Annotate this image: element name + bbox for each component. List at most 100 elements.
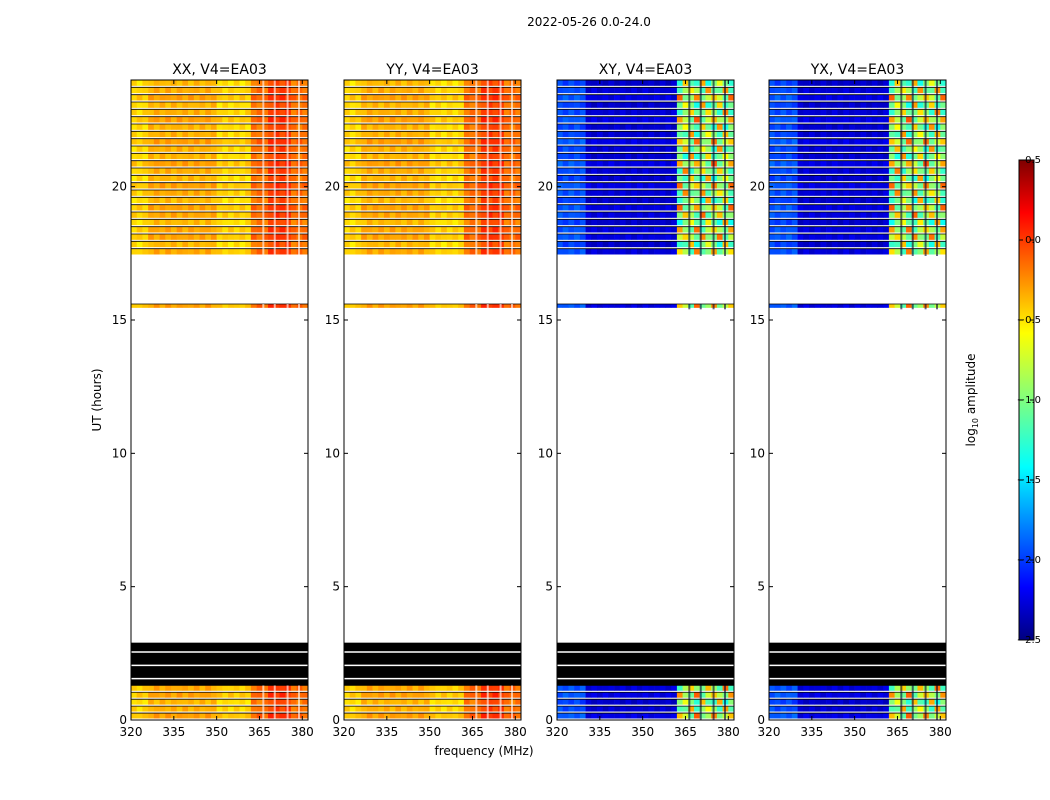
heatmap-cell	[344, 241, 351, 248]
heatmap-cell	[233, 138, 240, 145]
heatmap-cell	[435, 124, 442, 130]
heatmap-cell	[199, 219, 206, 226]
heatmap-cell	[378, 131, 385, 138]
heatmap-cell	[412, 138, 419, 145]
heatmap-cell	[820, 706, 827, 712]
heatmap-cell	[774, 234, 781, 240]
heatmap-cell	[256, 160, 263, 167]
heatmap-cell	[826, 146, 833, 152]
heatmap-cell	[699, 102, 706, 108]
heatmap-cell	[596, 234, 603, 240]
heatmap-cell	[131, 138, 138, 145]
heatmap-cell	[860, 713, 867, 719]
heatmap-cell	[515, 241, 522, 248]
heatmap-cell	[245, 241, 252, 248]
heatmap-cell	[877, 138, 884, 145]
heatmap-cell	[279, 131, 286, 138]
heatmap-cell	[245, 138, 252, 145]
heatmap-cell	[883, 131, 890, 138]
heatmap-cell	[361, 304, 368, 308]
heatmap-cell	[216, 190, 223, 196]
heatmap-cell	[911, 182, 918, 189]
heatmap-cell	[826, 234, 833, 240]
heatmap-cell	[441, 160, 448, 167]
heatmap-cell	[302, 124, 309, 130]
heatmap-cell	[435, 685, 442, 691]
heatmap-cell	[774, 241, 781, 248]
heatmap-cell	[837, 131, 844, 138]
heatmap-cell	[654, 699, 661, 705]
heatmap-cell	[366, 116, 373, 123]
heatmap-cell	[165, 124, 172, 130]
heatmap-cell	[585, 175, 592, 182]
heatmap-cell	[866, 248, 873, 255]
heatmap-cell	[688, 175, 695, 182]
heatmap-cell	[446, 190, 453, 196]
heatmap-cell	[302, 241, 309, 248]
heatmap-cell	[619, 94, 626, 101]
heatmap-cell	[401, 168, 408, 174]
heatmap-cell	[268, 168, 275, 174]
heatmap-cell	[837, 197, 844, 204]
heatmap-cell	[153, 706, 160, 712]
heatmap-cell	[355, 190, 362, 196]
heatmap-cell	[423, 87, 430, 94]
heatmap-cell	[383, 175, 390, 182]
heatmap-cell	[774, 124, 781, 130]
heatmap-cell	[705, 713, 712, 719]
heatmap-cell	[239, 234, 246, 240]
heatmap-cell	[877, 175, 884, 182]
heatmap-cell	[688, 138, 695, 145]
heatmap-cell	[273, 175, 280, 182]
heatmap-cell	[216, 131, 223, 138]
heatmap-cell	[774, 182, 781, 189]
heatmap-cell	[894, 109, 901, 116]
heatmap-cell	[366, 699, 373, 705]
heatmap-cell	[216, 87, 223, 94]
heatmap-cell	[591, 146, 598, 152]
heatmap-cell	[412, 212, 419, 218]
heatmap-cell	[222, 219, 229, 226]
heatmap-cell	[389, 124, 396, 130]
heatmap-cell	[349, 713, 356, 719]
heatmap-cell	[860, 175, 867, 182]
heatmap-cell	[349, 226, 356, 233]
heatmap-cell	[682, 87, 689, 94]
heatmap-cell	[481, 190, 488, 196]
heatmap-cell	[383, 204, 390, 211]
heatmap-cell	[602, 131, 609, 138]
heatmap-cell	[769, 80, 776, 86]
heatmap-cell	[820, 204, 827, 211]
heatmap-cell	[233, 190, 240, 196]
heatmap-cell	[596, 219, 603, 226]
heatmap-cell	[860, 87, 867, 94]
heatmap-cell	[906, 182, 913, 189]
heatmap-cell	[894, 699, 901, 705]
heatmap-cell	[268, 102, 275, 108]
heatmap-cell	[469, 153, 476, 160]
channel-gap	[688, 685, 691, 720]
heatmap-cell	[591, 241, 598, 248]
heatmap-cell	[877, 706, 884, 712]
heatmap-cell	[492, 706, 499, 712]
heatmap-cell	[452, 706, 459, 712]
heatmap-cell	[814, 102, 821, 108]
heatmap-cell	[302, 175, 309, 182]
heatmap-cell	[372, 182, 379, 189]
heatmap-cell	[262, 109, 269, 116]
heatmap-cell	[159, 182, 166, 189]
heatmap-cell	[928, 304, 935, 308]
heatmap-cell	[848, 234, 855, 240]
heatmap-cell	[515, 212, 522, 218]
heatmap-cell	[205, 226, 212, 233]
heatmap-cell	[256, 138, 263, 145]
heatmap-cell	[860, 168, 867, 174]
heatmap-cell	[469, 248, 476, 255]
heatmap-cell	[769, 197, 776, 204]
heatmap-cell	[814, 234, 821, 240]
heatmap-cell	[216, 204, 223, 211]
heatmap-cell	[153, 138, 160, 145]
heatmap-cell	[619, 182, 626, 189]
heatmap-cell	[568, 234, 575, 240]
heatmap-cell	[676, 713, 683, 719]
